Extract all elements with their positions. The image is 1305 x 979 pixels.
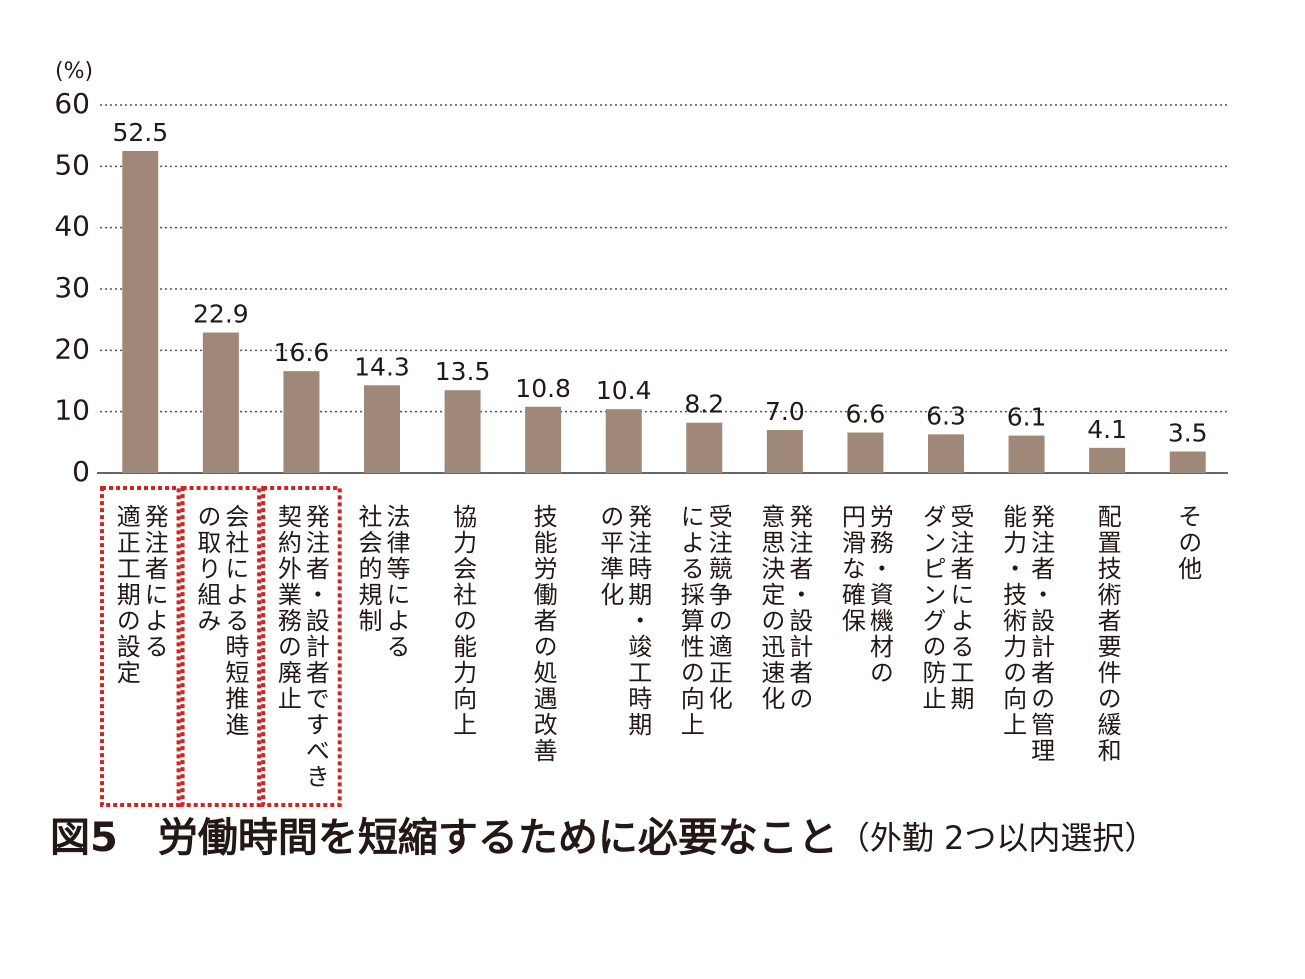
bar xyxy=(1089,447,1126,473)
bar xyxy=(766,430,803,473)
x-tick-label: による採算性の向上 xyxy=(676,504,704,738)
bar xyxy=(605,409,642,473)
title-block: 図5 労働時間を短縮するために必要なこと（外勤 2つ以内選択） xyxy=(50,815,1156,861)
bar xyxy=(1169,451,1206,473)
value-label: 7.0 xyxy=(765,397,805,426)
y-tick-label: 40 xyxy=(54,210,90,243)
value-label: 6.1 xyxy=(1007,403,1047,432)
value-label: 3.5 xyxy=(1168,419,1208,448)
x-tick-label: 会社による時短推進 xyxy=(221,504,249,738)
value-label: 10.8 xyxy=(515,374,571,403)
y-tick-label: 30 xyxy=(54,271,90,304)
value-label: 8.2 xyxy=(684,390,724,419)
bar xyxy=(525,406,562,473)
x-tick-label: 意思決定の迅速化 xyxy=(757,504,785,712)
bar xyxy=(202,332,239,473)
y-tick-label: 10 xyxy=(54,394,90,427)
x-tick-label: 発注時期・竣工時期 xyxy=(624,504,652,738)
bar xyxy=(686,422,723,473)
bar xyxy=(444,390,481,473)
bar xyxy=(283,371,320,473)
bar xyxy=(1008,435,1045,473)
value-label: 6.6 xyxy=(846,400,886,429)
x-tick-label: 法律等による xyxy=(382,504,410,660)
y-tick-label: 50 xyxy=(54,148,90,181)
x-tick-label: の取り組み xyxy=(193,504,221,634)
x-tick-label: 円滑な確保 xyxy=(837,504,865,634)
x-tick-label: 社会的規制 xyxy=(354,504,382,634)
x-tick-label: 適正工期の設定 xyxy=(112,504,140,686)
bar xyxy=(847,432,884,473)
chart-title: 図5 労働時間を短縮するために必要なこと xyxy=(50,815,838,861)
chart-subtitle: （外勤 2つ以内選択） xyxy=(838,819,1157,857)
highlight-box xyxy=(100,486,181,807)
x-tick-label: 労務・資機材の xyxy=(865,504,893,686)
value-label: 52.5 xyxy=(112,118,168,147)
x-tick-label: 受注者による工期 xyxy=(946,504,974,712)
y-unit: (%) xyxy=(55,59,93,84)
x-tick-label: ダンピングの防止 xyxy=(918,504,946,712)
bar xyxy=(364,385,400,473)
y-tick-label: 0 xyxy=(72,455,90,488)
y-tick-label: 20 xyxy=(54,332,90,365)
bar xyxy=(122,151,159,473)
y-tick-label: 60 xyxy=(54,87,90,120)
highlight-box xyxy=(261,486,342,807)
highlight-box xyxy=(180,486,262,807)
value-label: 4.1 xyxy=(1087,415,1127,444)
x-tick-label: その他 xyxy=(1174,504,1202,582)
value-label: 13.5 xyxy=(435,357,491,386)
value-label: 22.9 xyxy=(193,300,249,329)
bar xyxy=(928,434,964,473)
x-tick-label: 発注者・設計者ですべき xyxy=(301,504,329,790)
x-tick-label: 配置技術者要件の緩和 xyxy=(1093,504,1121,764)
x-tick-label: 発注者による xyxy=(140,504,168,660)
x-tick-label: 技能労働者の処遇改善 xyxy=(529,504,557,764)
x-tick-label: 協力会社の能力向上 xyxy=(449,504,477,738)
x-tick-label: の平準化 xyxy=(596,504,624,608)
x-tick-label: 受注競争の適正化 xyxy=(704,504,732,712)
x-tick-label: 契約外業務の廃止 xyxy=(273,504,301,712)
value-label: 10.4 xyxy=(596,376,652,405)
value-label: 16.6 xyxy=(274,338,330,367)
x-tick-label: 発注者・設計者の管理 xyxy=(1027,504,1055,764)
value-label: 6.3 xyxy=(926,401,966,430)
x-tick-label: 発注者・設計者の xyxy=(785,504,813,712)
x-tick-label: 能力・技術力の向上 xyxy=(999,504,1027,738)
value-label: 14.3 xyxy=(354,352,410,381)
